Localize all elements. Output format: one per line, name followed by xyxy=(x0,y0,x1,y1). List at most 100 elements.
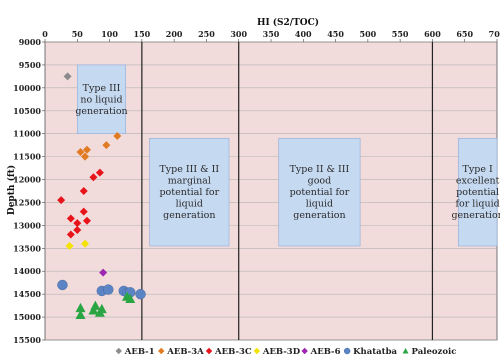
data-point xyxy=(57,196,66,205)
zone-label-line: Type II & III xyxy=(290,164,350,175)
y-tick-label: 11000 xyxy=(13,129,41,139)
y-tick-label: 13000 xyxy=(13,220,41,230)
legend-marker xyxy=(115,347,122,355)
x-tick-label: 650 xyxy=(456,29,473,39)
zone-label-background xyxy=(457,137,498,247)
data-point xyxy=(99,268,108,277)
data-point xyxy=(103,284,114,295)
legend-marker xyxy=(402,348,409,354)
data-point xyxy=(75,302,86,313)
zone-label-background xyxy=(76,64,127,134)
data-point xyxy=(81,239,90,248)
legend-label: AEB-3C xyxy=(214,347,252,357)
y-tick-label: 12000 xyxy=(13,175,41,185)
legend-item: Khatatba xyxy=(343,347,398,357)
data-point xyxy=(76,148,85,157)
x-tick-label: 150 xyxy=(134,29,151,39)
zone-label-line: Type III & II xyxy=(159,164,219,175)
x-tick-label: 200 xyxy=(166,29,183,39)
zone-label-line: Type I xyxy=(463,164,493,175)
zone-label-line: excellent xyxy=(456,176,500,187)
legend-marker xyxy=(205,347,213,355)
x-tick-label: 0 xyxy=(42,29,48,39)
legend-item: AEB-3C xyxy=(205,347,252,357)
y-axis-title: Depth (ft) xyxy=(6,165,17,215)
x-tick-label: 400 xyxy=(295,29,312,39)
legend: AEB-1 AEB-3A AEB-3C AEB-3D AEB-6 Khatatba Pale… xyxy=(115,347,457,357)
zone-label-line: potential xyxy=(456,187,499,198)
data-point xyxy=(113,131,122,140)
data-point xyxy=(125,293,136,303)
y-tick-label: 10500 xyxy=(13,106,41,116)
x-tick-label: 50 xyxy=(72,29,84,39)
legend-label: Khatatba xyxy=(353,347,397,357)
data-point xyxy=(102,141,111,150)
legend-item: AEB-6 xyxy=(301,347,341,357)
data-point xyxy=(73,219,82,228)
zone-label-line: liquid xyxy=(176,199,203,210)
data-point xyxy=(90,300,101,310)
x-tick-label: 250 xyxy=(198,29,215,39)
data-point xyxy=(57,279,68,291)
legend-marker xyxy=(158,347,165,355)
zone-label-background xyxy=(149,137,230,247)
zone-label-line: generation xyxy=(293,210,345,221)
data-point xyxy=(73,225,82,234)
data-point xyxy=(82,145,91,154)
data-points xyxy=(57,72,146,320)
zone-label-line: generation xyxy=(75,106,127,117)
legend-label: AEB-6 xyxy=(310,347,341,357)
x-tick-label: 600 xyxy=(424,29,441,39)
data-point xyxy=(66,214,75,223)
legend-item: AEB-3D xyxy=(253,347,301,357)
x-tick-label: 350 xyxy=(263,29,280,39)
x-tick-label: 300 xyxy=(230,29,247,39)
x-tick-label: 700 xyxy=(489,29,500,39)
zone-label-line: Type III xyxy=(83,83,121,94)
y-tick-label: 15000 xyxy=(13,312,41,322)
legend-label: Paleozoic xyxy=(412,347,457,357)
zone-label-line: no liquid xyxy=(80,94,122,105)
data-point xyxy=(96,303,107,314)
data-point xyxy=(89,173,98,182)
y-tick-label: 9500 xyxy=(19,60,42,70)
zone-label-background xyxy=(278,137,361,247)
legend-label: AEB-3D xyxy=(262,347,301,357)
y-tick-label: 15500 xyxy=(13,335,41,345)
legend-marker xyxy=(343,347,351,355)
y-tick-label: 12500 xyxy=(13,197,41,207)
data-point xyxy=(66,230,75,239)
y-tick-label: 10000 xyxy=(13,83,41,93)
zone-label-line: good xyxy=(308,176,332,187)
data-point xyxy=(135,288,146,300)
x-tick-label: 500 xyxy=(360,29,377,39)
legend-item: Paleozoic xyxy=(402,347,457,357)
data-point xyxy=(63,72,72,81)
x-tick-label: 450 xyxy=(327,29,344,39)
legend-item: AEB-1 xyxy=(115,347,155,357)
data-point xyxy=(81,152,90,161)
x-axis-title: HI (S2/TOC) xyxy=(257,17,319,28)
data-point xyxy=(75,309,86,320)
zone-label-line: generation xyxy=(163,210,215,221)
zone-label-line: liquid xyxy=(306,199,333,210)
zone-label-line: marginal xyxy=(168,176,211,187)
zone-label-line: potential for xyxy=(290,187,350,198)
legend-item: AEB-3A xyxy=(158,347,204,357)
y-tick-label: 9000 xyxy=(19,37,42,47)
zone-label-line: for liquid xyxy=(456,199,500,210)
y-tick-label: 14500 xyxy=(13,289,41,299)
data-point xyxy=(82,216,91,225)
y-tick-label: 11500 xyxy=(13,152,41,162)
data-point xyxy=(95,168,104,177)
legend-marker xyxy=(253,347,261,355)
zone-label-line: generation xyxy=(451,210,500,221)
x-tick-label: 100 xyxy=(101,29,118,39)
data-point xyxy=(79,207,88,216)
legend-label: AEB-3A xyxy=(166,347,204,357)
legend-label: AEB-1 xyxy=(124,347,155,357)
